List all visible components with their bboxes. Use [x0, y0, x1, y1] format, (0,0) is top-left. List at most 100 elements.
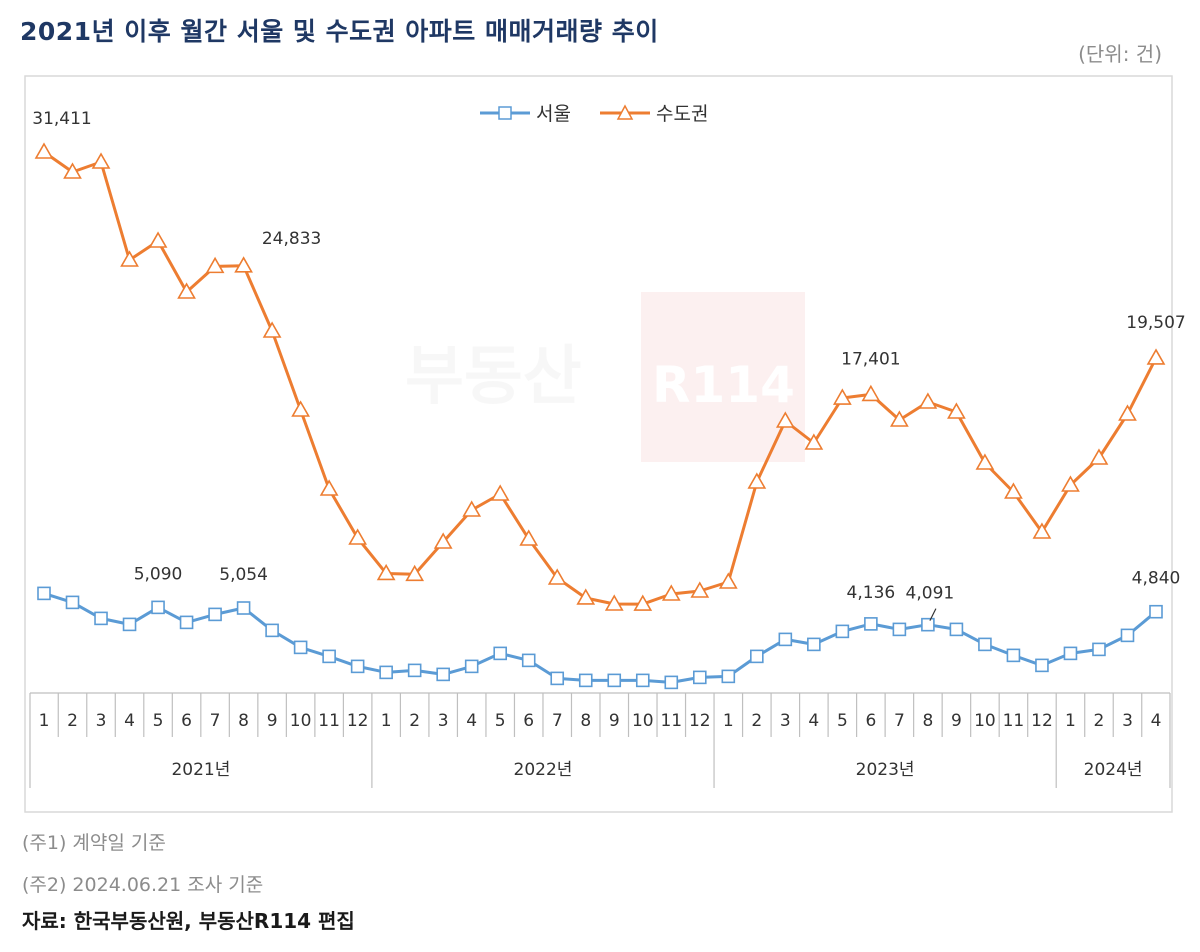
chart-border	[24, 75, 1173, 813]
month-tick-label: 1	[381, 711, 392, 731]
data-point	[890, 410, 909, 427]
data-point	[205, 256, 225, 274]
data-point	[63, 162, 82, 179]
month-tick-label: 8	[238, 711, 249, 731]
data-point	[807, 637, 821, 652]
data-point	[1146, 348, 1166, 365]
month-tick-label: 8	[580, 711, 591, 731]
data-point	[490, 484, 510, 501]
data-point	[350, 659, 365, 674]
month-tick-label: 7	[210, 711, 221, 731]
legend-item-metro: 수도권	[600, 103, 708, 125]
data-point	[319, 479, 339, 496]
data-point	[179, 615, 194, 630]
data-point	[122, 617, 137, 632]
month-tick-label: 3	[1122, 711, 1133, 731]
year-tick-label: 2023년	[856, 760, 915, 780]
month-tick-label: 2	[67, 711, 78, 731]
month-tick-label: 11	[318, 711, 340, 731]
data-label: 24,833	[262, 229, 321, 249]
data-point	[493, 646, 508, 661]
month-tick-label: 4	[1151, 711, 1162, 731]
data-point	[892, 622, 907, 637]
data-point	[407, 663, 422, 678]
data-point	[692, 670, 707, 685]
data-point	[721, 669, 736, 684]
data-label: 19,507	[1126, 313, 1185, 333]
month-tick-label: 4	[466, 711, 477, 731]
unit-label: (단위: 건)	[1078, 42, 1162, 66]
month-tick-label: 10	[290, 711, 312, 731]
month-tick-label: 9	[951, 711, 962, 731]
data-label: 4,136	[847, 583, 896, 603]
data-point	[34, 142, 54, 159]
data-point	[148, 231, 168, 248]
data-point	[664, 675, 679, 690]
data-point	[151, 600, 165, 615]
data-label: 5,090	[134, 564, 183, 584]
data-point	[379, 665, 393, 680]
series-metro: 31,411 24,833 17,401 19,507	[32, 109, 1186, 611]
data-point	[293, 640, 308, 655]
month-tick-label: 11	[660, 711, 682, 731]
month-tick-label: 1	[1065, 711, 1076, 731]
data-point	[291, 400, 310, 417]
month-tick-label: 2	[1094, 711, 1105, 731]
month-tick-label: 9	[267, 711, 278, 731]
source-credit: 자료: 한국부동산원, 부동산R114 편집	[22, 909, 355, 933]
data-point	[405, 564, 425, 582]
data-point	[433, 532, 453, 549]
year-tick-label: 2021년	[171, 760, 230, 780]
data-point	[775, 411, 795, 428]
data-point	[978, 637, 992, 652]
data-point	[236, 601, 251, 615]
data-point	[1089, 448, 1109, 465]
legend-label-metro: 수도권	[656, 103, 708, 125]
note-1: (주1) 계약일 기준	[22, 832, 166, 854]
month-tick-label: 5	[837, 711, 848, 731]
data-point	[576, 588, 596, 605]
data-point	[747, 472, 767, 489]
month-tick-label: 3	[780, 711, 791, 731]
series-line	[43, 591, 1157, 684]
month-tick-label: 8	[922, 711, 933, 731]
svg-text:부동산: 부동산	[405, 340, 582, 414]
series-layer: 5,090 5,054 4,136 4,091 4,840 31,411 24,833 17,…	[32, 109, 1186, 690]
series-line	[43, 150, 1158, 606]
data-point	[804, 433, 824, 450]
month-tick-label: 6	[523, 711, 534, 731]
month-tick-label: 7	[894, 711, 905, 731]
svg-text:R114: R114	[652, 356, 795, 414]
month-tick-label: 2	[409, 711, 420, 731]
data-label: 17,401	[841, 349, 900, 369]
data-point	[550, 671, 565, 686]
legend-item-seoul: 서울	[480, 103, 571, 125]
data-point	[376, 563, 396, 581]
data-point	[921, 617, 935, 632]
data-point	[1092, 642, 1106, 657]
legend: 서울 수도권	[480, 103, 708, 125]
triangle-marker-icon	[616, 104, 634, 120]
data-point	[348, 528, 368, 545]
data-point	[607, 673, 622, 688]
data-label: 4,091	[906, 584, 955, 604]
month-tick-label: 11	[1003, 711, 1025, 731]
data-point	[864, 617, 878, 631]
data-point	[91, 152, 111, 169]
data-point	[1061, 475, 1080, 492]
data-point	[635, 673, 650, 688]
month-tick-label: 4	[808, 711, 819, 731]
data-point	[1004, 482, 1023, 499]
data-point	[832, 388, 852, 405]
chart-title: 2021년 이후 월간 서울 및 수도권 아파트 매매거래량 추이	[20, 17, 659, 46]
month-tick-label: 2	[751, 711, 762, 731]
month-tick-label: 5	[153, 711, 164, 731]
data-point	[234, 256, 253, 273]
month-tick-label: 10	[974, 711, 996, 731]
month-tick-label: 6	[181, 711, 192, 731]
data-point	[633, 594, 653, 611]
month-tick-label: 6	[865, 711, 876, 731]
data-point	[1063, 646, 1078, 661]
